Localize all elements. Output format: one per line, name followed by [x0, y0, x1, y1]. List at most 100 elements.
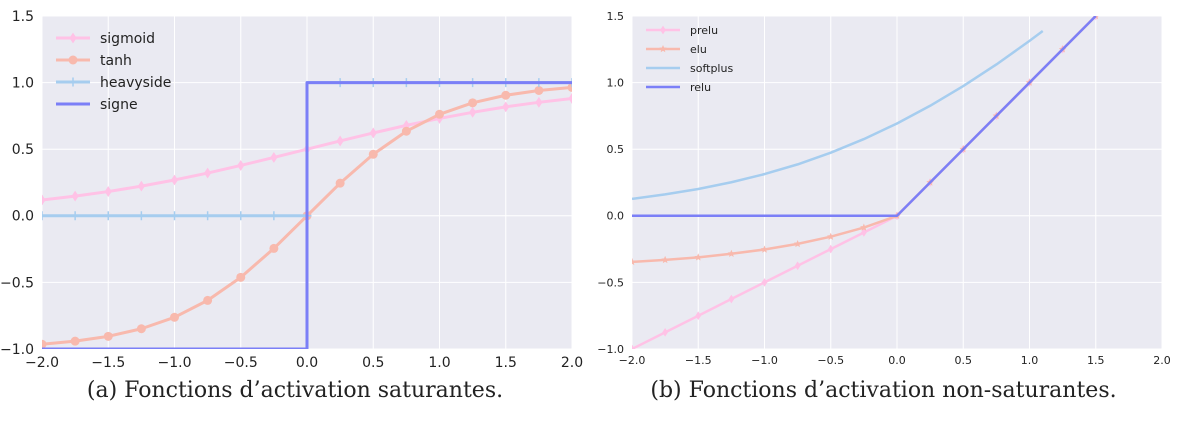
legend-label: tanh	[100, 53, 132, 69]
x-tick-label: −2.0	[25, 355, 59, 371]
data-point	[170, 211, 179, 221]
x-tick-label: 2.0	[1153, 354, 1171, 367]
chart-saturating: −2.0 −1.5 −1.0 −0.5 0.0 0.5 1.0 1.5 2.0 −1.0 −0.5 0…	[0, 9, 583, 371]
data-point	[368, 149, 378, 159]
data-point	[632, 344, 635, 349]
x-tick-label: −1.0	[158, 355, 192, 371]
data-point	[826, 232, 835, 240]
legend: prelu elu softplus relu	[646, 24, 733, 94]
data-point	[42, 194, 46, 206]
data-point	[435, 109, 444, 119]
data-point	[660, 25, 666, 35]
data-point	[270, 152, 278, 163]
data-point	[136, 324, 146, 334]
legend-label: sigmoid	[100, 31, 155, 47]
series-group	[632, 16, 1099, 349]
data-point	[203, 211, 213, 221]
data-point	[335, 178, 345, 188]
legend-item: signe	[56, 97, 138, 113]
data-point	[269, 211, 279, 221]
legend-label: elu	[690, 43, 707, 56]
y-tick-label: 1.5	[12, 9, 34, 25]
data-point	[401, 126, 411, 136]
data-point	[68, 77, 78, 87]
data-point	[659, 45, 667, 53]
legend-item: tanh	[56, 53, 132, 69]
data-point	[728, 294, 735, 304]
x-tick-label: −0.5	[224, 355, 258, 371]
data-point	[469, 106, 477, 118]
data-point	[534, 85, 544, 95]
series-relu	[632, 16, 1097, 218]
chart-non-saturating: −2.0 −1.5 −1.0 −0.5 0.0 0.5 1.0 1.5 2.0 −1.0 −0.5 0…	[597, 10, 1170, 367]
x-tick-label: −1.0	[751, 354, 778, 367]
x-tick-label: 1.5	[1087, 354, 1105, 367]
y-tick-label: −1.0	[597, 343, 624, 356]
legend-item: heavyside	[56, 75, 171, 91]
legend-item: sigmoid	[56, 31, 155, 47]
legend-item: softplus	[646, 62, 733, 75]
data-point	[860, 228, 867, 237]
data-point	[336, 135, 344, 147]
legend-label: heavyside	[100, 75, 171, 91]
y-tick-label: 0.5	[12, 142, 34, 158]
x-tick-label: −1.5	[685, 354, 712, 367]
data-point	[695, 311, 702, 321]
data-point	[137, 180, 145, 192]
data-point	[69, 32, 77, 44]
legend: sigmoid tanh heavyside signe	[56, 31, 171, 113]
data-point	[502, 101, 510, 113]
x-tick-label: 1.0	[1021, 354, 1039, 367]
data-point	[204, 167, 212, 179]
legend-item: prelu	[646, 24, 718, 37]
y-tick-label: −0.5	[0, 275, 34, 291]
data-point	[42, 339, 47, 349]
data-point	[136, 211, 146, 221]
data-point	[794, 261, 801, 271]
x-tick-label: 1.5	[495, 355, 517, 371]
series-softplus	[632, 30, 1044, 201]
data-point	[632, 257, 636, 266]
data-point	[170, 174, 179, 186]
y-tick-label: −0.5	[597, 276, 624, 289]
data-point	[727, 249, 736, 257]
data-point	[827, 244, 834, 254]
series-signe	[42, 81, 572, 349]
data-point	[42, 211, 47, 221]
data-point	[468, 98, 478, 108]
data-point	[661, 255, 669, 264]
series-line	[632, 16, 1097, 218]
x-tick-label: −2.0	[619, 354, 646, 367]
data-point	[860, 223, 868, 231]
y-tick-label: 0.5	[607, 143, 625, 156]
y-tick-label: 1.0	[12, 76, 34, 92]
caption-saturating: (a) Fonctions d’activation saturantes.	[86, 378, 504, 403]
data-point	[567, 82, 572, 92]
y-tick-label: −1.0	[0, 342, 34, 358]
x-tick-label: −1.5	[91, 355, 125, 371]
y-tick-label: 0.0	[12, 209, 34, 225]
series-group	[42, 78, 572, 349]
data-point	[535, 96, 543, 108]
data-point	[694, 253, 703, 261]
data-point	[760, 245, 769, 253]
legend-label: softplus	[690, 62, 733, 75]
legend-label: prelu	[690, 24, 718, 37]
data-point	[70, 211, 80, 221]
caption-non-saturating: (b) Fonctions d’activation non-saturante…	[650, 378, 1117, 403]
data-point	[501, 90, 511, 100]
legend-label: relu	[690, 81, 711, 94]
legend-label: signe	[100, 97, 138, 113]
x-tick-label: 0.5	[362, 355, 384, 371]
data-point	[68, 55, 78, 65]
legend-item: relu	[646, 81, 711, 94]
data-point	[236, 211, 246, 221]
data-point	[237, 160, 245, 171]
x-tick-label: 1.0	[428, 355, 450, 371]
data-point	[104, 186, 112, 197]
data-point	[269, 243, 279, 253]
data-point	[236, 272, 246, 282]
data-point	[103, 211, 113, 221]
data-point	[793, 239, 802, 248]
